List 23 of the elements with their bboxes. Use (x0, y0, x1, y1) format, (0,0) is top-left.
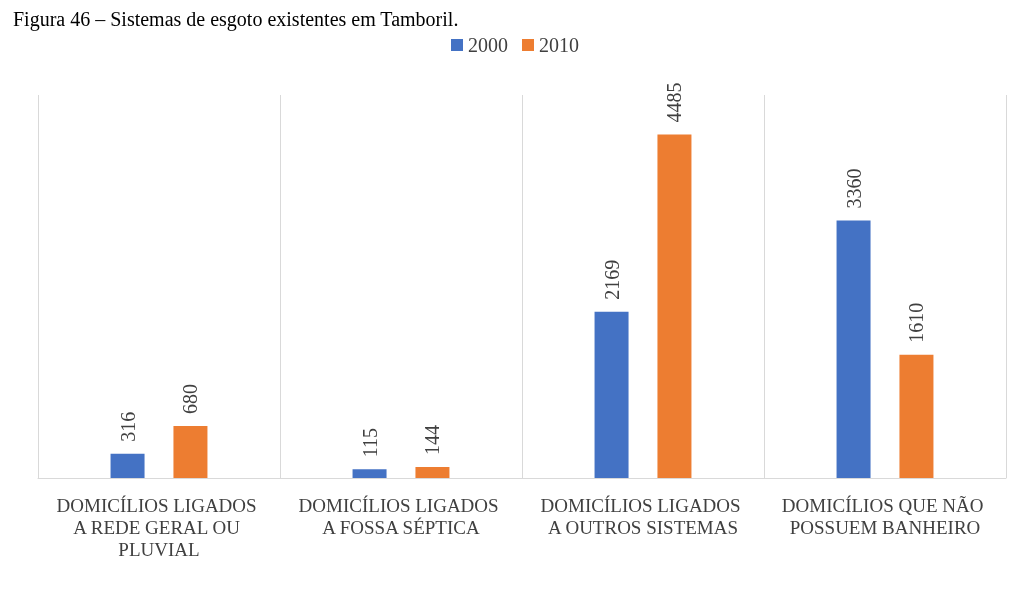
bar (352, 469, 387, 478)
bar (836, 220, 871, 478)
bar (899, 354, 934, 478)
bar (173, 425, 208, 478)
legend-label: 2000 (468, 34, 508, 56)
data-label: 316 (116, 411, 139, 442)
bar (110, 453, 145, 478)
bar (657, 134, 692, 478)
legend-label: 2010 (539, 34, 579, 56)
bar (415, 466, 450, 478)
x-tick-label: DOMICÍLIOS LIGADOS A FOSSA SÉPTICA (298, 494, 504, 538)
x-tick-label: DOMICÍLIOS LIGADOS A OUTROS SISTEMAS (540, 494, 746, 538)
x-tick-label: DOMICÍLIOS LIGADOS A REDE GERAL OU PLUVIAL (56, 494, 262, 560)
bar (594, 311, 629, 478)
data-label: 4485 (663, 82, 686, 123)
x-tick-label: DOMICÍLIOS QUE NÃO POSSUEM BANHEIRO (781, 494, 989, 538)
chart-title: Figura 46 – Sistemas de esgoto existentes em Tamboril. (13, 8, 459, 31)
data-label: 115 (358, 427, 381, 458)
data-label: 680 (179, 383, 202, 414)
data-label: 1610 (905, 302, 928, 343)
data-label: 3360 (842, 168, 865, 209)
data-label: 2169 (600, 259, 623, 300)
data-label: 144 (421, 424, 444, 455)
